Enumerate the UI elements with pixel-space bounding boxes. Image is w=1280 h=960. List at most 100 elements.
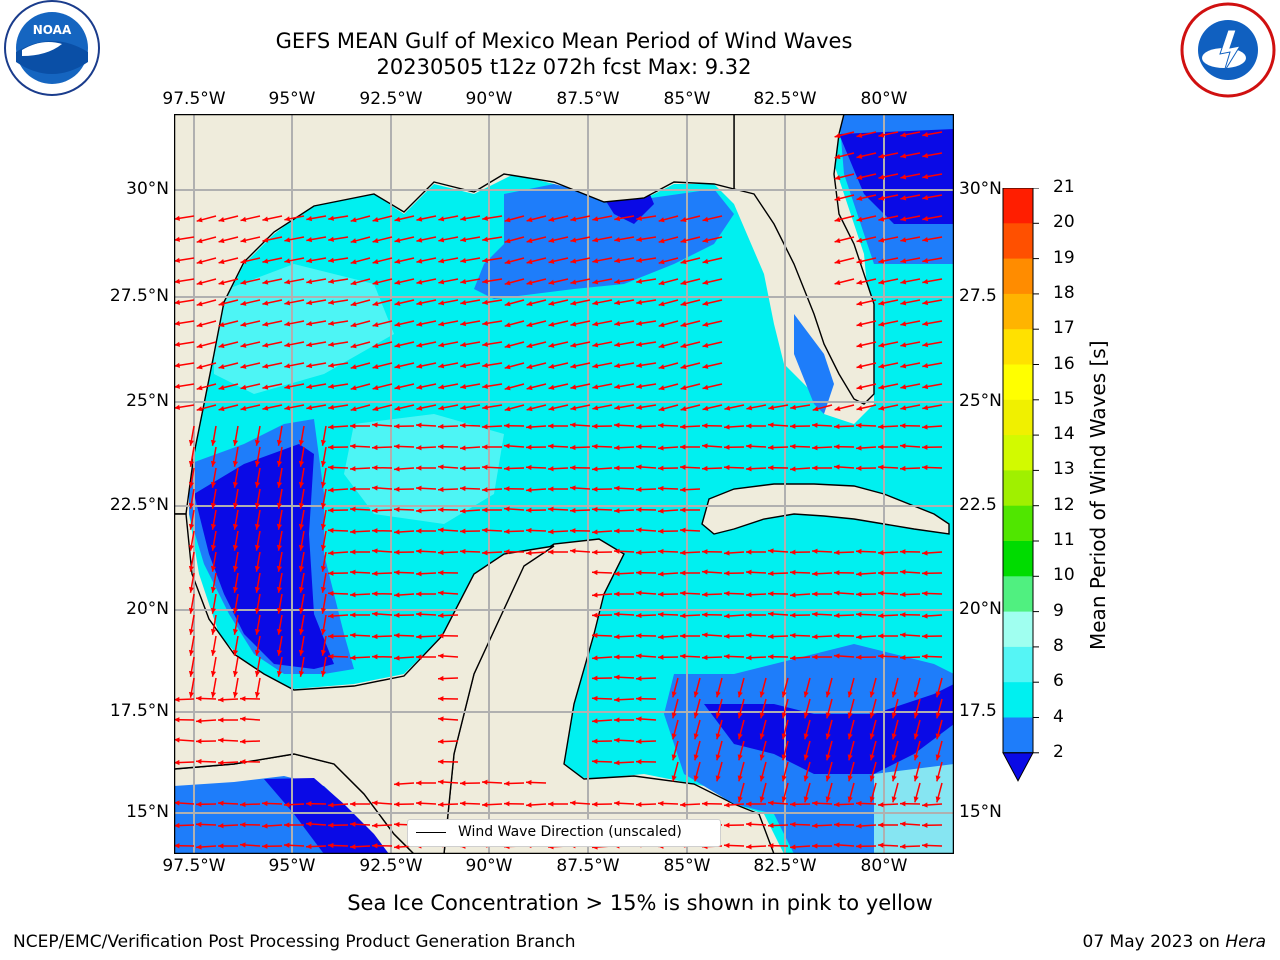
wind-arrow [320,509,327,530]
wind-arrow [232,446,239,467]
graticule [174,114,954,854]
wind-arrow [680,404,701,412]
wind-arrow [526,299,547,307]
wind-arrow [548,236,569,243]
wind-arrow [715,761,723,782]
wind-arrow [701,591,723,598]
wind-arrow [723,802,745,808]
wind-arrow [254,467,261,488]
wind-arrow [504,299,525,307]
wind-arrow [437,527,459,533]
wind-arrow [812,591,832,597]
sea-ice-note: Sea Ice Concentration > 15% is shown in … [347,891,933,915]
wind-arrow [393,529,415,535]
wind-arrow [811,800,833,806]
wind-arrow [526,383,547,391]
colorbar-segment [1003,223,1033,260]
wind-arrow [548,404,569,411]
wind-arrow [702,341,723,348]
wind-arrow [869,782,877,803]
wind-arrow [320,446,327,467]
wind-arrow [878,404,899,411]
wind-arrow [217,823,239,829]
wind-arrow [327,822,349,828]
wind-arrow [504,257,525,265]
wind-arrow [195,758,217,765]
wind-arrow [592,383,613,390]
wind-arrow [460,236,481,243]
wind-arrow [174,800,195,806]
wind-arrow [254,593,261,614]
wind-arrow [320,551,327,572]
wind-arrow [636,404,657,410]
wind-arrow [613,800,635,806]
wind-arrow [759,698,767,719]
wind-arrow [877,613,899,619]
lat-tick-left: 25°N [126,391,169,411]
wind-arrow [371,611,393,617]
wind-arrow [856,299,877,306]
wind-arrow [327,424,349,430]
wind-arrow [482,236,503,242]
wind-arrow [614,383,635,390]
wind-arrow [569,548,591,554]
wind-arrow [460,278,481,285]
wind-arrow [679,653,701,659]
wind-arrow [847,677,855,698]
wind-arrow [320,593,327,614]
wind-arrow [693,761,701,782]
wind-arrow [195,718,217,724]
lat-tick-right: 25°N [959,391,1002,411]
wind-arrow [715,698,723,719]
colorbar-segment [1003,576,1033,613]
wind-arrow [789,844,811,850]
wind-arrow [210,446,217,467]
wind-arrow [591,466,613,472]
wind-arrow [935,782,943,803]
wind-arrow [856,257,877,264]
wind-arrow [196,236,217,244]
wind-arrow [613,697,635,703]
wind-arrow [416,465,436,471]
wind-arrow [262,278,283,285]
wind-arrow [680,236,701,244]
wind-arrow [702,215,723,222]
wind-arrow [460,341,481,348]
legend-label: Wind Wave Direction (unscaled) [458,824,682,840]
wind-direction-arrows [174,131,943,850]
wind-arrow [239,759,261,765]
wind-arrow [658,341,679,349]
wind-arrow [415,548,437,554]
wind-arrow [350,612,370,618]
wind-arrow [525,507,547,513]
wind-arrow [526,362,547,370]
wind-arrow [679,487,701,493]
wind-arrow [789,569,811,576]
wind-arrow [526,341,547,349]
wind-arrow [833,633,855,639]
wind-arrow [591,801,613,807]
wind-arrow [745,569,767,575]
colorbar-tick-label: 18 [1053,282,1075,303]
wind-arrow [218,383,239,391]
wind-arrow [613,508,635,514]
wind-arrow [174,362,195,368]
wind-arrow [635,486,657,493]
wind-arrow [702,320,723,327]
wind-arrow [935,677,943,698]
legend-line-icon [416,832,446,833]
wind-arrow [349,821,371,827]
colorbar-segment [1003,646,1033,683]
wind-arrow [525,550,547,556]
wind-arrow [702,278,723,285]
wind-arrow [811,445,833,451]
wind-arrow [460,362,481,369]
wind-arrow [569,528,591,534]
wind-arrow [569,444,591,451]
wind-arrow [715,740,723,761]
wind-arrow [232,656,239,677]
lon-tick-top: 87.5°W [556,89,620,109]
colorbar-extend-triangle [1002,752,1034,782]
wind-arrow [459,445,481,451]
wind-arrow [195,695,217,702]
